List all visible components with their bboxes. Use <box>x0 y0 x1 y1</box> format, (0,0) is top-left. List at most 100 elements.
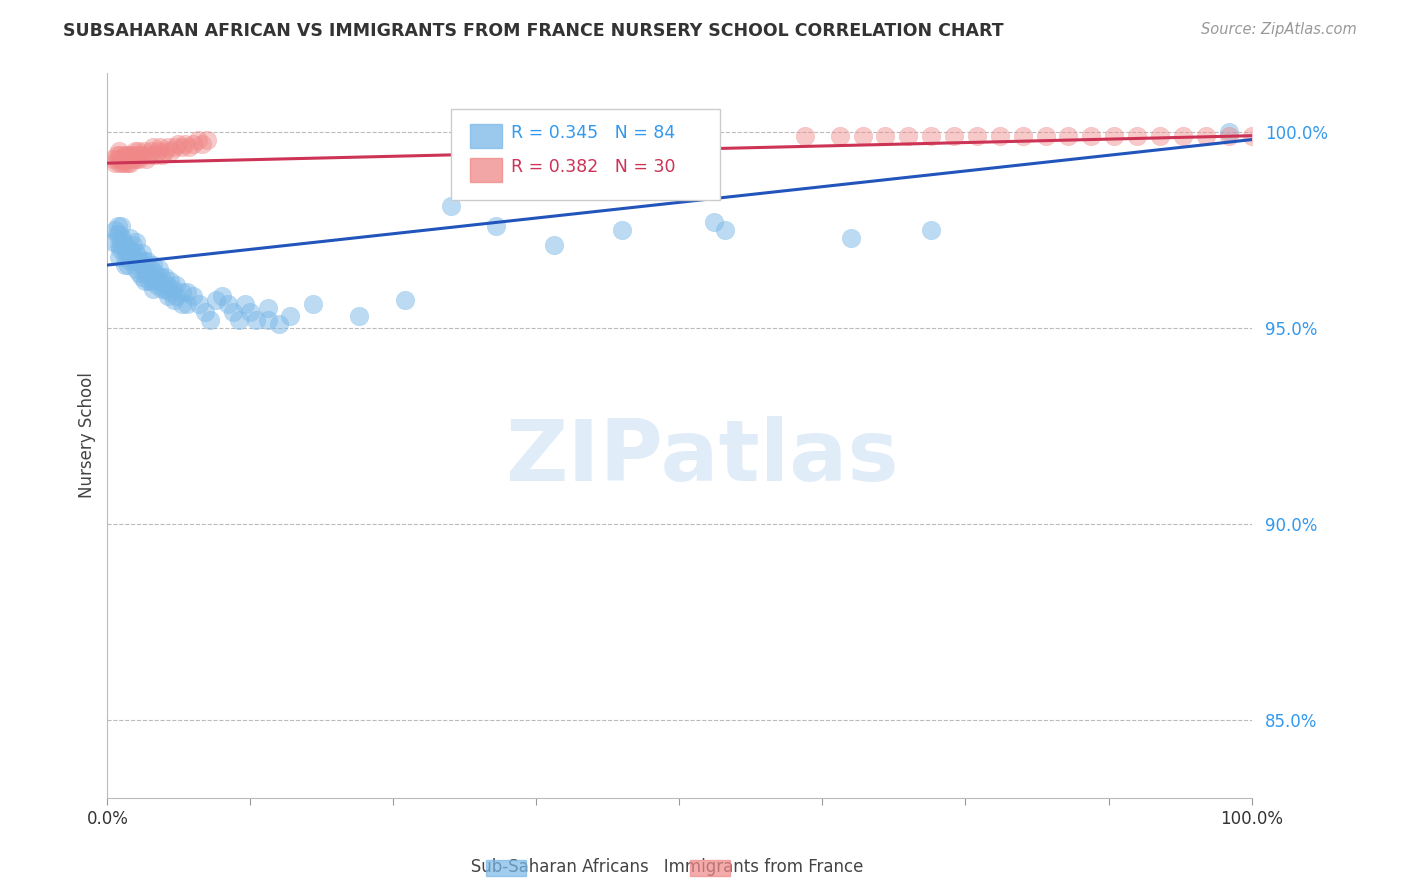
Point <box>1218 128 1240 143</box>
Point <box>474 128 496 143</box>
Point <box>897 128 920 143</box>
Point <box>153 145 176 159</box>
Point <box>1035 128 1057 143</box>
Point <box>148 262 170 277</box>
Point <box>120 243 142 257</box>
Point <box>156 277 179 292</box>
Point <box>159 285 181 300</box>
Point <box>128 152 150 166</box>
Point <box>256 313 278 327</box>
Point <box>195 133 218 147</box>
Text: SUBSAHARAN AFRICAN VS IMMIGRANTS FROM FRANCE NURSERY SCHOOL CORRELATION CHART: SUBSAHARAN AFRICAN VS IMMIGRANTS FROM FR… <box>63 22 1004 40</box>
Point <box>839 230 862 244</box>
Text: Immigrants from France: Immigrants from France <box>627 858 863 876</box>
Point <box>176 297 198 311</box>
Point <box>148 274 170 288</box>
Point <box>125 152 148 166</box>
Point <box>136 254 159 268</box>
Point <box>114 152 136 166</box>
Point <box>170 140 193 154</box>
Point <box>181 289 204 303</box>
Point <box>125 262 148 277</box>
Point <box>117 258 139 272</box>
Point <box>1218 125 1240 139</box>
Point <box>111 156 134 170</box>
Point <box>160 145 183 159</box>
Point <box>531 128 554 143</box>
Point <box>222 305 245 319</box>
Point <box>127 250 149 264</box>
Point <box>194 305 217 319</box>
Point <box>132 145 155 159</box>
Point <box>256 301 278 315</box>
Point <box>128 266 150 280</box>
Point <box>134 266 156 280</box>
Point <box>200 313 222 327</box>
Point <box>142 269 165 284</box>
Point <box>920 128 942 143</box>
Point <box>120 156 142 170</box>
Point <box>554 128 576 143</box>
Point <box>167 136 190 151</box>
Point <box>124 145 146 159</box>
Point <box>1102 128 1125 143</box>
Point <box>115 246 138 260</box>
Point <box>134 274 156 288</box>
Point <box>108 250 131 264</box>
Point <box>142 258 165 272</box>
Point <box>142 140 165 154</box>
Point <box>115 148 138 162</box>
Point <box>157 289 180 303</box>
Point <box>108 145 131 159</box>
Point <box>177 140 200 154</box>
Point <box>508 128 530 143</box>
Point <box>104 223 127 237</box>
Point <box>125 235 148 249</box>
Point <box>121 238 143 252</box>
Point <box>105 148 128 162</box>
Point <box>138 148 160 162</box>
Point <box>114 258 136 272</box>
Point <box>114 148 136 162</box>
Text: R = 0.382   N = 30: R = 0.382 N = 30 <box>512 158 676 177</box>
Point <box>142 282 165 296</box>
Point <box>668 128 690 143</box>
Point <box>1011 128 1033 143</box>
Point <box>114 156 136 170</box>
Point <box>127 148 149 162</box>
Point <box>120 254 142 268</box>
Point <box>1171 128 1194 143</box>
Point <box>128 254 150 268</box>
Point <box>111 230 134 244</box>
Point <box>1149 128 1171 143</box>
Point <box>205 293 228 308</box>
Point <box>132 254 155 268</box>
Bar <box>470 124 502 148</box>
Point <box>127 145 149 159</box>
Point <box>163 293 186 308</box>
Point <box>131 269 153 284</box>
FancyBboxPatch shape <box>451 109 720 200</box>
Point <box>394 293 416 308</box>
Point <box>107 152 129 166</box>
Point <box>121 148 143 162</box>
Point <box>110 238 132 252</box>
Point <box>108 243 131 257</box>
Point <box>101 152 124 166</box>
Point <box>112 152 135 166</box>
Point <box>125 246 148 260</box>
Point <box>623 128 645 143</box>
Text: ZIPatlas: ZIPatlas <box>506 416 900 499</box>
Point <box>121 250 143 264</box>
Point <box>347 309 370 323</box>
Point <box>131 148 153 162</box>
Point <box>138 274 160 288</box>
Point <box>170 297 193 311</box>
Point <box>174 136 197 151</box>
Point <box>1240 128 1263 143</box>
Point <box>101 235 124 249</box>
Point <box>451 128 474 143</box>
Point <box>162 282 184 296</box>
Point <box>110 219 132 233</box>
Point <box>120 148 142 162</box>
